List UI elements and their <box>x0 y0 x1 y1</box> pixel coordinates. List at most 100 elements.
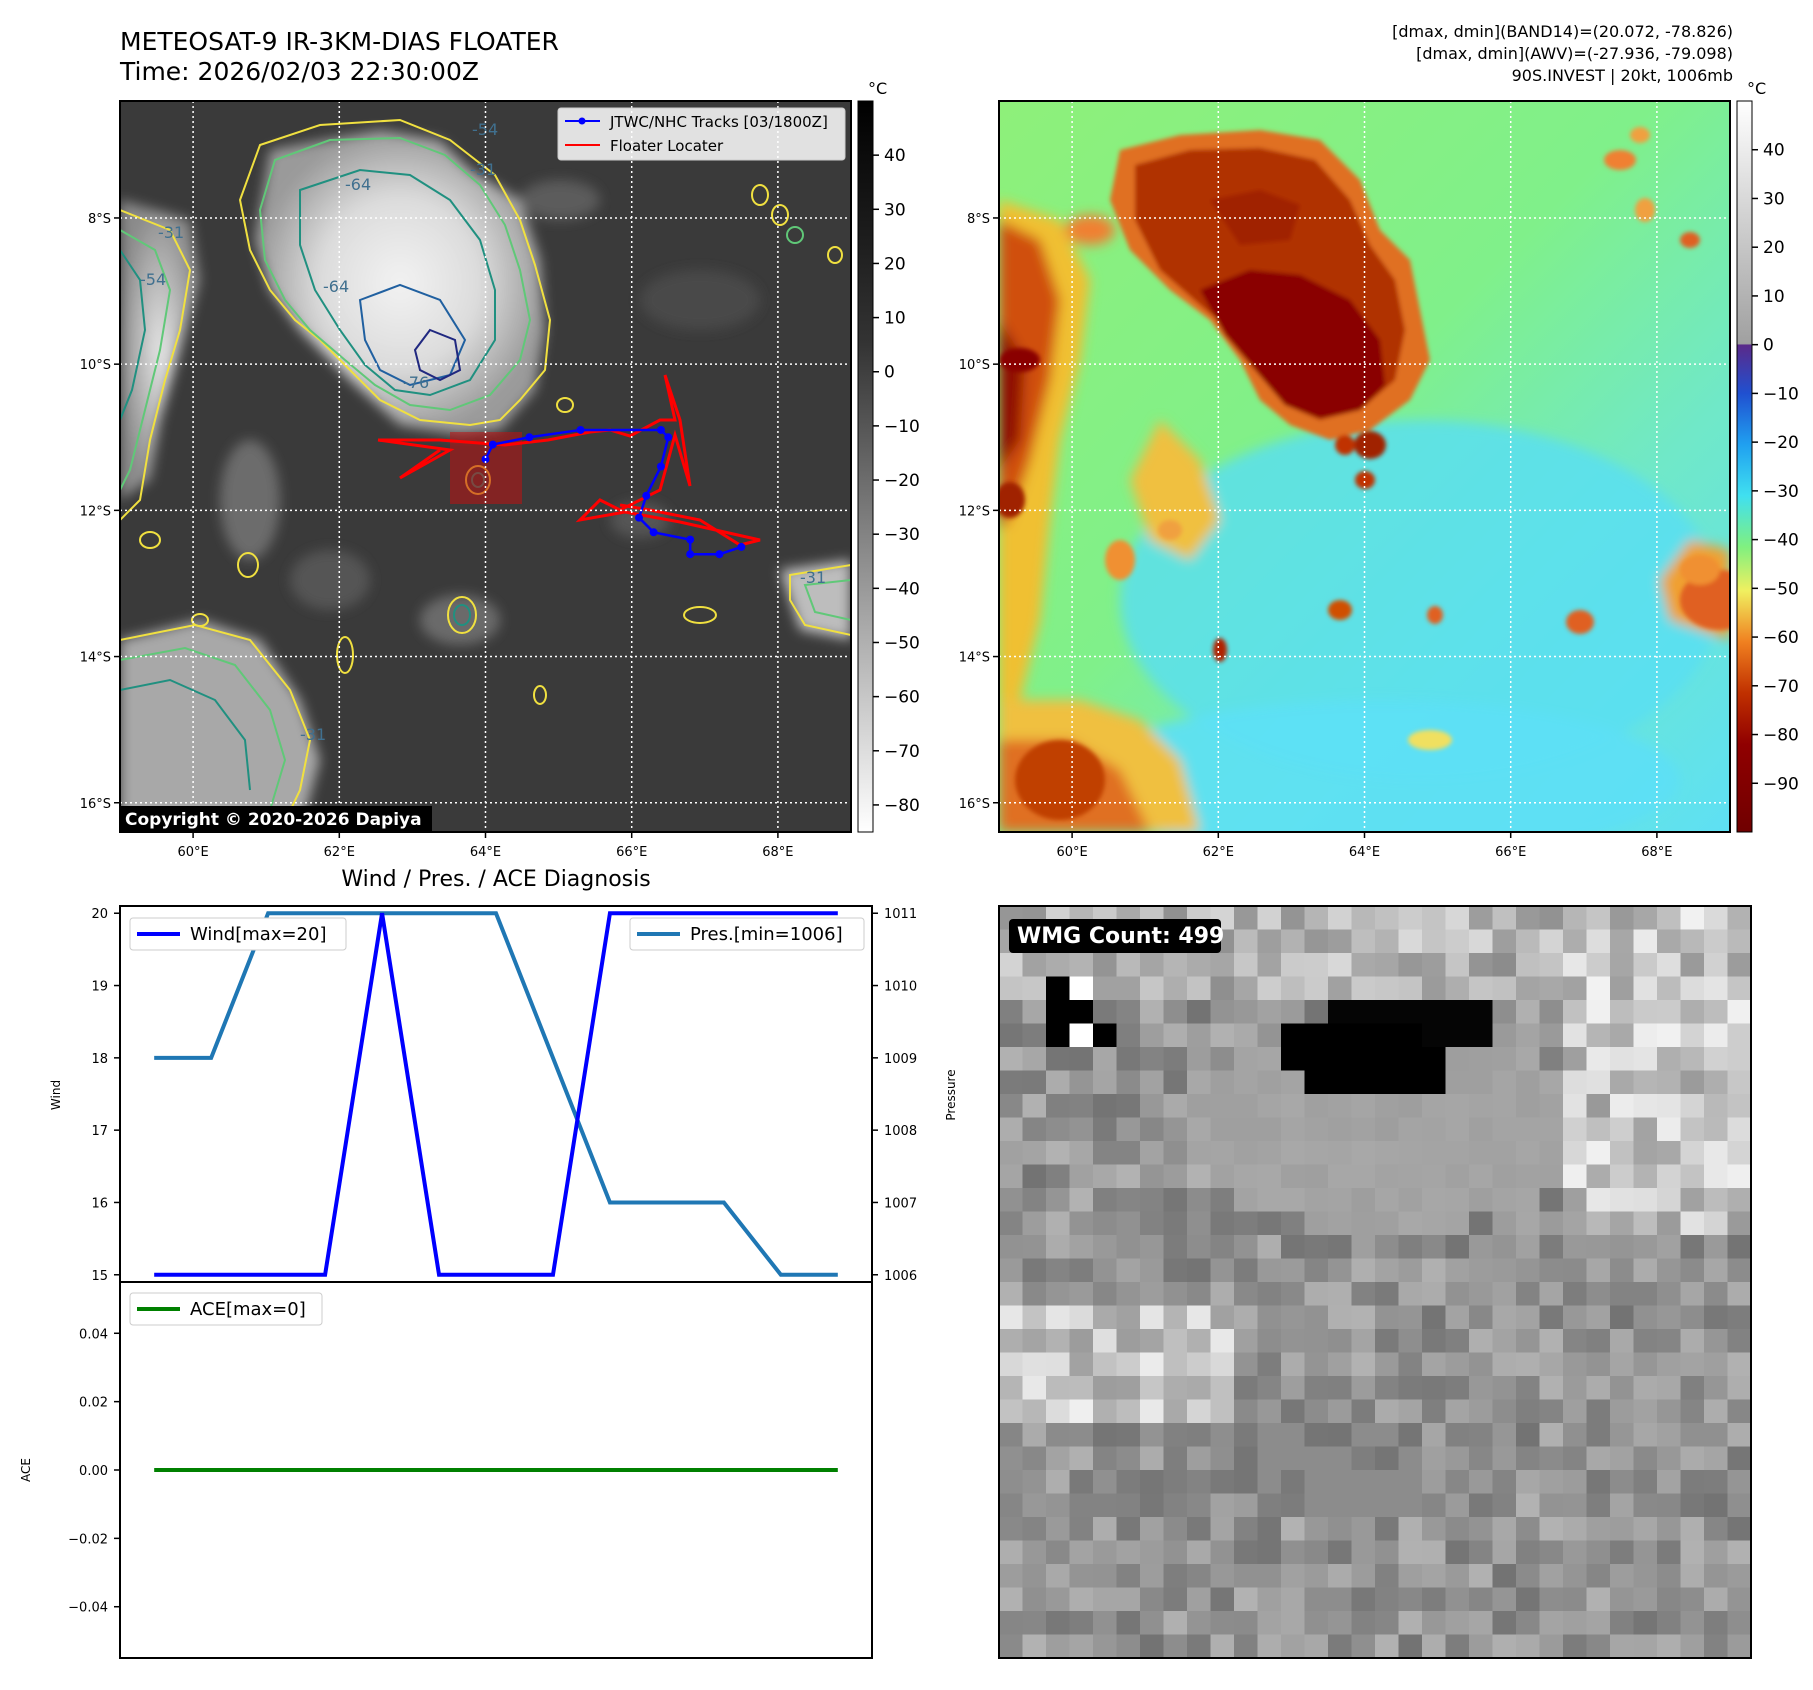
wmg-cell <box>1046 953 1070 977</box>
wmg-cell <box>1046 1235 1070 1259</box>
wmg-cell <box>1305 1423 1329 1447</box>
wmg-cell <box>1140 1447 1164 1471</box>
wmg-cell <box>1258 1235 1282 1259</box>
wmg-cell <box>1117 1376 1141 1400</box>
awv-lat-label: 10°S <box>959 358 990 373</box>
wmg-cell <box>1610 1400 1634 1424</box>
wmg-cell <box>1681 1024 1705 1048</box>
wmg-cell <box>1587 1447 1611 1471</box>
wmg-cell <box>1446 1494 1470 1518</box>
wmg-cell <box>1281 1071 1305 1095</box>
awv-cbar-tick-label: −30 <box>1763 482 1799 502</box>
wmg-cell <box>1587 1611 1611 1635</box>
wmg-cell <box>1375 1094 1399 1118</box>
wmg-cell <box>1399 1494 1423 1518</box>
pressure-ytick-label: 1007 <box>884 1196 917 1211</box>
wmg-cell <box>1234 1541 1258 1565</box>
wmg-cell <box>1587 1212 1611 1236</box>
wmg-cell <box>1046 1588 1070 1612</box>
wmg-cell <box>1281 1541 1305 1565</box>
wmg-cell <box>1375 1588 1399 1612</box>
wmg-cell <box>1399 1329 1423 1353</box>
wmg-cell <box>1540 1282 1564 1306</box>
wmg-cell <box>1516 1118 1540 1142</box>
wmg-cell <box>1657 1000 1681 1024</box>
wmg-cell <box>1046 1423 1070 1447</box>
wmg-cell <box>1164 1400 1188 1424</box>
wmg-cell <box>1587 1400 1611 1424</box>
wmg-cell <box>1258 1141 1282 1165</box>
wmg-cell <box>1258 1447 1282 1471</box>
contour-label: -31 <box>800 568 826 587</box>
wmg-cell <box>1164 1165 1188 1189</box>
wmg-count-label: WMG Count: 499 <box>1017 924 1224 949</box>
wmg-cell <box>1070 1517 1094 1541</box>
wmg-cell <box>1352 1329 1376 1353</box>
ir-legend: JTWC/NHC Tracks [03/1800Z] Floater Locat… <box>558 108 845 160</box>
wmg-cell <box>1493 1470 1517 1494</box>
wmg-cell <box>1681 1400 1705 1424</box>
wmg-cell <box>1211 1635 1235 1659</box>
wmg-cell <box>1093 1094 1117 1118</box>
wmg-cell <box>1657 1282 1681 1306</box>
ir-colorbar <box>858 101 873 832</box>
wmg-cell <box>1281 1141 1305 1165</box>
wmg-cell <box>1728 1541 1752 1565</box>
wmg-cell <box>1399 1094 1423 1118</box>
wmg-cell <box>1281 1564 1305 1588</box>
wmg-cell <box>1281 1400 1305 1424</box>
awv-cbar-tick-label: −20 <box>1763 433 1799 453</box>
wmg-cell <box>1681 930 1705 954</box>
awv-cbar-tick-label: −90 <box>1763 774 1799 794</box>
wmg-cell <box>1681 1306 1705 1330</box>
wmg-cell <box>1093 1494 1117 1518</box>
wmg-cell <box>1422 1165 1446 1189</box>
wmg-cell <box>1070 1400 1094 1424</box>
wmg-cell <box>1469 1000 1493 1024</box>
wmg-cell <box>1446 977 1470 1001</box>
wmg-cell <box>1634 1141 1658 1165</box>
wmg-cell <box>1140 1024 1164 1048</box>
wmg-cell <box>1493 1376 1517 1400</box>
wmg-cell <box>1375 953 1399 977</box>
diagnosis-title: Wind / Pres. / ACE Diagnosis <box>341 867 650 892</box>
wmg-cell <box>1211 1165 1235 1189</box>
wmg-cell <box>1516 1094 1540 1118</box>
wmg-cell <box>1281 1047 1305 1071</box>
wmg-cell <box>1164 1118 1188 1142</box>
wmg-cell <box>1681 1188 1705 1212</box>
wmg-cell <box>1187 1094 1211 1118</box>
wmg-cell <box>1681 1494 1705 1518</box>
wmg-cell <box>1305 1024 1329 1048</box>
wmg-cell <box>1422 1000 1446 1024</box>
wmg-cell <box>1728 1259 1752 1283</box>
wmg-cell <box>1469 1376 1493 1400</box>
wmg-cell <box>1681 953 1705 977</box>
wmg-cell <box>1657 1047 1681 1071</box>
wmg-cell <box>1563 1141 1587 1165</box>
wmg-cell <box>1422 1564 1446 1588</box>
wmg-cell <box>1046 1353 1070 1377</box>
wmg-cell <box>1328 1188 1352 1212</box>
wmg-cell <box>1657 1447 1681 1471</box>
wmg-cell <box>1117 1212 1141 1236</box>
wmg-cell <box>1634 1447 1658 1471</box>
wmg-cell <box>1023 1141 1047 1165</box>
wmg-cell <box>1023 1376 1047 1400</box>
wmg-cell <box>1046 1188 1070 1212</box>
wmg-cell <box>1610 1564 1634 1588</box>
contour-label: -64 <box>323 277 349 296</box>
wmg-cell <box>1140 953 1164 977</box>
wmg-cell <box>1422 1423 1446 1447</box>
wmg-cell <box>1234 1400 1258 1424</box>
wmg-cell <box>1657 1588 1681 1612</box>
wmg-cell <box>1305 1447 1329 1471</box>
wmg-cell <box>1352 1423 1376 1447</box>
wmg-cell <box>1375 1447 1399 1471</box>
wmg-cell <box>1023 1423 1047 1447</box>
wmg-cell <box>1634 1212 1658 1236</box>
wmg-cell <box>1540 1494 1564 1518</box>
wmg-cell <box>999 1235 1023 1259</box>
wmg-cell <box>1117 1165 1141 1189</box>
